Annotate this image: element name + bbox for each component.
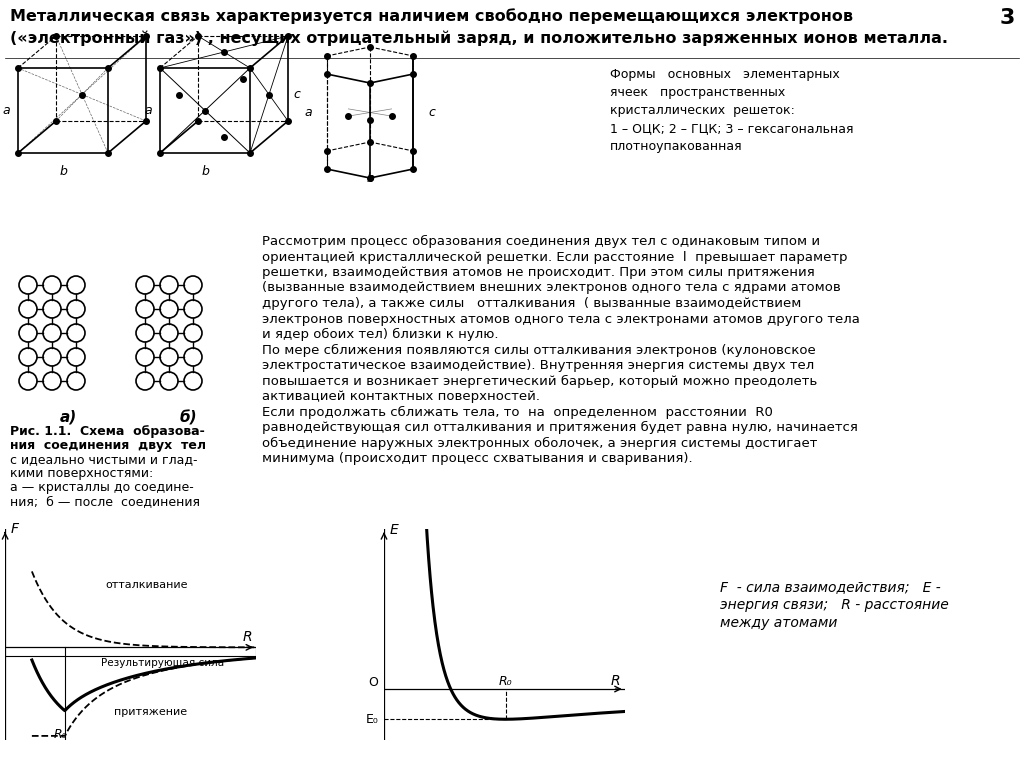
Text: R₀: R₀ <box>499 675 512 688</box>
Text: а): а) <box>59 410 77 425</box>
Text: минимума (происходит процесс схватывания и сваривания).: минимума (происходит процесс схватывания… <box>262 452 692 465</box>
Text: R: R <box>243 630 252 644</box>
Text: отталкивание: отталкивание <box>105 581 188 591</box>
Text: E: E <box>389 523 398 537</box>
Text: b: b <box>201 165 209 178</box>
Text: b: b <box>366 172 374 185</box>
Text: Рис. 1.1.  Схема  образова-: Рис. 1.1. Схема образова- <box>10 425 205 438</box>
Text: Формы   основных   элементарных
ячеек   пространственных
кристаллических  решето: Формы основных элементарных ячеек простр… <box>610 68 853 153</box>
Text: ния  соединения  двух  тел: ния соединения двух тел <box>10 439 206 452</box>
Text: а — кристаллы до соедине-: а — кристаллы до соедине- <box>10 481 194 494</box>
Text: R₀: R₀ <box>54 728 68 741</box>
Text: Рассмотрим процесс образования соединения двух тел с одинаковым типом и: Рассмотрим процесс образования соединени… <box>262 235 820 248</box>
Text: активацией контактных поверхностей.: активацией контактных поверхностей. <box>262 390 540 403</box>
Text: с идеально чистыми и глад-: с идеально чистыми и глад- <box>10 453 198 466</box>
Text: объединение наружных электронных оболочек, а энергия системы достигает: объединение наружных электронных оболоче… <box>262 436 817 449</box>
Text: O: O <box>369 676 379 689</box>
Text: б): б) <box>179 410 197 425</box>
Text: F  - сила взаимодействия;   E -: F - сила взаимодействия; E - <box>720 580 941 594</box>
Text: равнодействующая сил отталкивания и притяжения будет равна нулю, начинается: равнодействующая сил отталкивания и прит… <box>262 421 858 434</box>
Text: a: a <box>304 106 312 119</box>
Text: кими поверхностями:: кими поверхностями: <box>10 467 154 480</box>
Text: E₀: E₀ <box>366 713 379 726</box>
Text: энергия связи;   R - расстояние: энергия связи; R - расстояние <box>720 598 949 612</box>
Text: c: c <box>428 106 435 119</box>
Text: a: a <box>144 104 152 117</box>
Text: a: a <box>2 104 10 117</box>
Text: другого тела), а также силы   отталкивания  ( вызванные взаимодействием: другого тела), а также силы отталкивания… <box>262 297 802 310</box>
Text: решетки, взаимодействия атомов не происходит. При этом силы притяжения: решетки, взаимодействия атомов не происх… <box>262 266 815 279</box>
Text: притяжение: притяжение <box>114 707 187 717</box>
Text: F: F <box>11 522 19 536</box>
Text: Металлическая связь характеризуется наличием свободно перемещающихся электронов: Металлическая связь характеризуется нали… <box>10 8 853 24</box>
Text: 3: 3 <box>999 8 1015 28</box>
Text: b: b <box>59 165 67 178</box>
Text: и ядер обоих тел) близки к нулю.: и ядер обоих тел) близки к нулю. <box>262 328 499 341</box>
Text: электростатическое взаимодействие). Внутренняя энергия системы двух тел: электростатическое взаимодействие). Внут… <box>262 359 814 372</box>
Text: повышается и возникает энергетический барьер, который можно преодолеть: повышается и возникает энергетический ба… <box>262 374 817 387</box>
Text: между атомами: между атомами <box>720 616 838 630</box>
Text: Если продолжать сближать тела, то  на  определенном  расстоянии  R0: Если продолжать сближать тела, то на опр… <box>262 406 773 419</box>
Text: ориентацией кристаллической решетки. Если расстояние  l  превышает параметр: ориентацией кристаллической решетки. Есл… <box>262 251 848 264</box>
Text: c: c <box>293 88 300 101</box>
Text: R: R <box>611 674 621 688</box>
Text: По мере сближения появляются силы отталкивания электронов (кулоновское: По мере сближения появляются силы отталк… <box>262 344 816 357</box>
Text: ния;  б — после  соединения: ния; б — после соединения <box>10 495 200 508</box>
Text: («электронный газ») , несущих отрицательный заряд, и положительно заряженных ион: («электронный газ») , несущих отрицатель… <box>10 30 948 45</box>
Text: электронов поверхностных атомов одного тела с электронами атомов другого тела: электронов поверхностных атомов одного т… <box>262 312 860 325</box>
Text: (вызванные взаимодействием внешних электронов одного тела с ядрами атомов: (вызванные взаимодействием внешних элект… <box>262 281 841 295</box>
Text: Результирующая сила: Результирующая сила <box>101 658 224 668</box>
